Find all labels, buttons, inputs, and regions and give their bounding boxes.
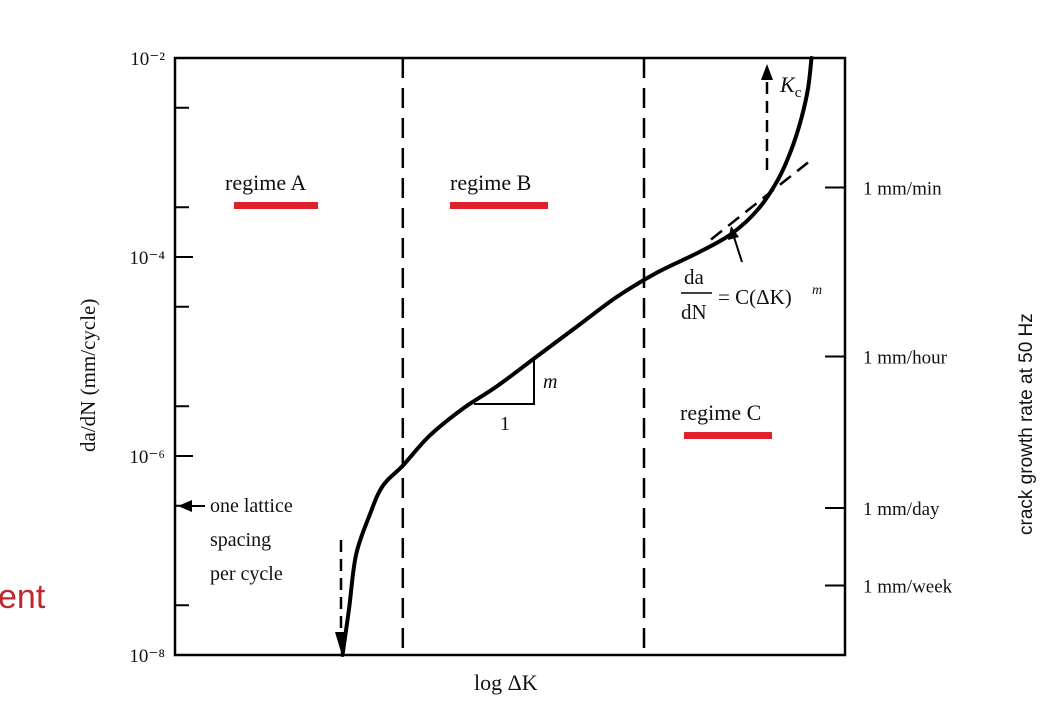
slope-run-label: 1 xyxy=(500,413,510,435)
lattice-line-1: one lattice xyxy=(210,495,293,517)
paris-law-equation: da dN = C(ΔK) m xyxy=(681,265,822,324)
paris-law-extrapolation xyxy=(710,161,809,241)
right-tick-label: 1 mm/hour xyxy=(863,348,948,369)
left-tick-label: 10⁻⁴ xyxy=(129,248,165,269)
regime-c-underline xyxy=(684,432,772,439)
regime-b-label: regime B xyxy=(450,170,531,195)
regime-a-underline xyxy=(234,202,318,209)
right-tick-label: 1 mm/day xyxy=(863,499,940,520)
paris-numerator: da xyxy=(684,265,705,289)
y-axis-label: da/dN (mm/cycle) xyxy=(76,299,100,452)
regime-b-underline xyxy=(450,202,548,209)
regime-a-label: regime A xyxy=(225,170,306,195)
lattice-arrow-icon xyxy=(178,500,192,512)
crack-growth-curve xyxy=(340,56,814,657)
regime-c-label: regime C xyxy=(680,400,761,425)
slide-text-fragment: ent xyxy=(0,578,46,616)
lattice-line-2: spacing xyxy=(210,529,271,551)
right-tick-label: 1 mm/min xyxy=(863,178,942,199)
paris-law-pointer xyxy=(732,233,743,263)
paris-exponent: m xyxy=(812,283,822,298)
slope-rise-label: m xyxy=(543,371,557,393)
threshold-arrow-icon xyxy=(335,632,347,652)
left-axis-ticks: 10⁻⁸ 10⁻⁶ 10⁻⁴ 10⁻² xyxy=(129,49,193,667)
kc-arrow-icon xyxy=(761,64,773,80)
left-tick-label: 10⁻² xyxy=(130,49,165,70)
paris-rhs: = C(ΔK) xyxy=(718,285,792,309)
kc-label: Kc xyxy=(779,72,802,101)
slope-triangle xyxy=(474,360,535,405)
lattice-line-3: per cycle xyxy=(210,563,283,585)
paris-law-arrow-icon xyxy=(728,226,739,240)
right-tick-label: 1 mm/week xyxy=(863,576,953,597)
right-axis-label: crack growth rate at 50 Hz xyxy=(1016,313,1037,535)
left-tick-label: 10⁻⁶ xyxy=(129,447,165,468)
right-axis-ticks: 1 mm/min 1 mm/hour 1 mm/day 1 mm/week xyxy=(825,178,953,597)
left-tick-label: 10⁻⁸ xyxy=(129,646,165,667)
regime-boundaries xyxy=(401,58,646,655)
paris-denominator: dN xyxy=(681,300,707,324)
x-axis-label: log ΔK xyxy=(474,670,538,695)
